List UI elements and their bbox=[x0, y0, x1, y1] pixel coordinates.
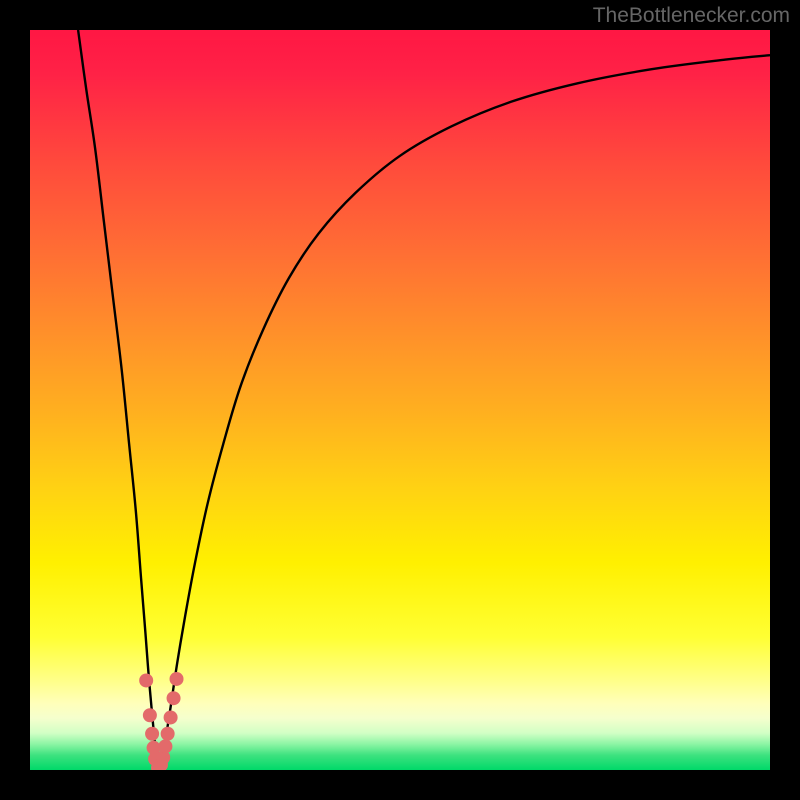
marker-dot bbox=[145, 727, 159, 741]
bottleneck-curve bbox=[78, 30, 770, 770]
marker-dot bbox=[170, 672, 184, 686]
marker-dot bbox=[139, 673, 153, 687]
chart-root: TheBottlenecker.com bbox=[0, 0, 800, 800]
marker-dot bbox=[143, 708, 157, 722]
plot-area bbox=[30, 30, 770, 770]
curve-layer bbox=[30, 30, 770, 770]
marker-dot bbox=[167, 691, 181, 705]
watermark-text: TheBottlenecker.com bbox=[593, 4, 790, 28]
marker-dot bbox=[158, 739, 172, 753]
marker-dot bbox=[164, 710, 178, 724]
marker-group bbox=[139, 672, 183, 770]
marker-dot bbox=[161, 727, 175, 741]
